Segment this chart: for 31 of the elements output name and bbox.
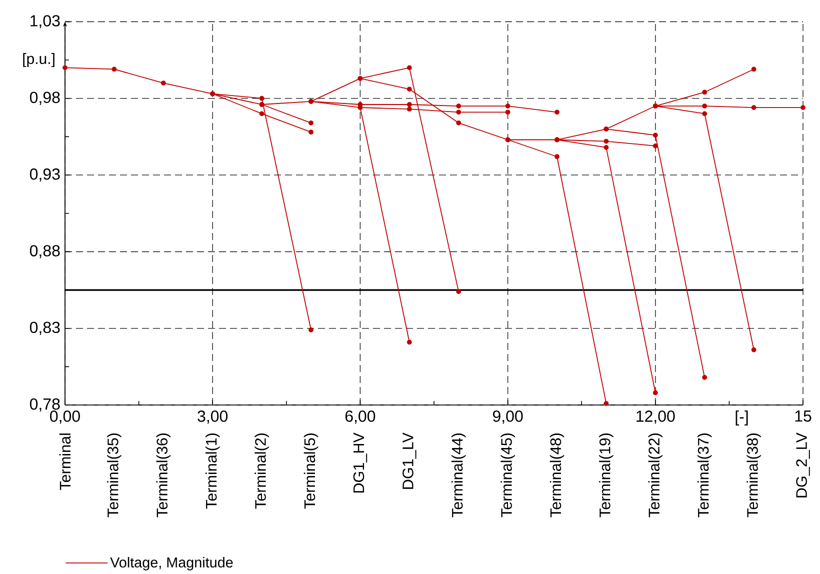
x2-tick-label: 6,00 (345, 410, 376, 424)
x-tick-label: Terminal(48) (550, 433, 564, 518)
x2-tick-label: 12,00 (636, 410, 675, 424)
x-tick-label: Terminal(45) (500, 433, 515, 518)
x-tick-label: DG_2_LV (796, 432, 810, 498)
x-tick-label: Terminal(36) (156, 433, 171, 518)
x-tick-label: DG1_HV (353, 432, 368, 492)
x-tick-label: Terminal(5) (304, 433, 318, 509)
y-tick-label: 0,78 (30, 398, 60, 412)
x2-tick-label: 3,00 (198, 410, 228, 424)
legend-label: Voltage, Magnitude (110, 556, 233, 570)
x2-tick-label: 9,00 (492, 410, 523, 424)
x-tick-label: Terminal(44) (451, 433, 466, 518)
y-tick-label: 0,98 (30, 92, 60, 105)
y-tick-label: 0,83 (30, 322, 60, 335)
y-tick-label: 1,03 (30, 15, 60, 28)
x-tick-label: Terminal(35) (107, 433, 122, 518)
x-tick-label: Terminal(22) (648, 433, 663, 518)
x-tick-label: Terminal(38) (746, 433, 761, 518)
x-tick-label: DG1_LV (402, 432, 416, 489)
x-tick-label: Terminal(1) (205, 433, 220, 509)
x-tick-label: Terminal(2) (254, 433, 269, 509)
x-tick-label: Terminal (59, 434, 71, 490)
x2-tick-label: 0,00 (50, 410, 80, 424)
x2-axis-title: [-] (736, 410, 748, 426)
y-tick-label: 0,93 (30, 168, 60, 182)
y-tick-label: 0,88 (30, 245, 60, 258)
x-tick-label: Terminal(37) (697, 433, 712, 518)
x2-tick-label: 15 (795, 410, 812, 422)
y-axis-title: [p.u.] (23, 53, 54, 68)
x-tick-label: Terminal(19) (599, 433, 614, 518)
